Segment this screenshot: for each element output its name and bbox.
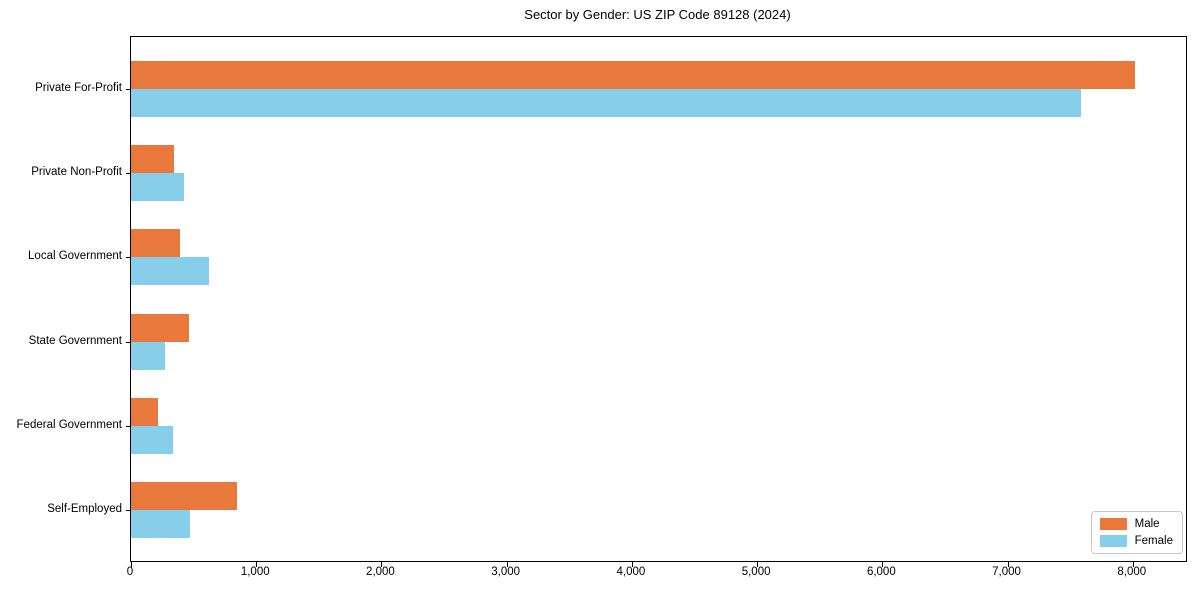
legend-label-female: Female xyxy=(1134,535,1173,547)
legend-label-male: Male xyxy=(1134,518,1160,530)
bar-female-state-government xyxy=(131,341,165,370)
y-tick-state-government xyxy=(126,341,131,343)
bar-male-state-government xyxy=(131,313,189,342)
x-axis-labels: 0 1,000 2,000 3,000 4,000 5,000 6,000 7,000 8,00… xyxy=(126,566,1185,582)
y-axis-label-federal-government: Federal Government xyxy=(16,418,122,431)
bar-male-private-for-profit xyxy=(131,61,1136,89)
y-axis-labels: Private For-Profit Private Non-Profit Loca… xyxy=(0,36,122,560)
x-tick-0 xyxy=(131,562,132,567)
x-tick-label-2000: 2,000 xyxy=(366,566,395,578)
x-tick-label-7000: 7,000 xyxy=(992,566,1021,578)
x-tick-label-0: 0 xyxy=(126,566,134,578)
legend-item-female: Female xyxy=(1099,535,1173,547)
bar-male-local-government xyxy=(131,229,180,258)
plot-area: Male Female xyxy=(126,36,1187,567)
legend-item-male: Male xyxy=(1099,518,1173,530)
y-tick-private-for-profit xyxy=(126,89,131,90)
bar-male-self-employed xyxy=(131,482,237,510)
x-tick-5000 xyxy=(757,562,759,567)
x-tick-2000 xyxy=(381,562,383,567)
x-tick-label-3000: 3,000 xyxy=(491,566,521,578)
legend-swatch-male xyxy=(1099,518,1127,530)
y-axis-label-private-non-profit: Private Non-Profit xyxy=(31,166,122,179)
bar-male-private-non-profit xyxy=(131,145,174,174)
y-axis-label-local-government: Local Government xyxy=(28,250,122,263)
bar-female-federal-government xyxy=(131,425,173,454)
y-tick-federal-government xyxy=(126,425,131,427)
bar-female-local-government xyxy=(131,257,209,286)
y-axis-label-private-for-profit: Private For-Profit xyxy=(35,82,122,94)
y-tick-local-government xyxy=(126,257,131,259)
x-tick-label-4000: 4,000 xyxy=(616,566,646,578)
x-tick-label-8000: 8,000 xyxy=(1117,566,1147,578)
bar-female-private-for-profit xyxy=(131,89,1082,117)
x-tick-1000 xyxy=(256,562,258,567)
x-tick-label-6000: 6,000 xyxy=(866,566,896,578)
x-tick-8000 xyxy=(1132,562,1134,567)
legend-swatch-female xyxy=(1099,535,1127,547)
x-tick-4000 xyxy=(631,562,633,567)
y-axis-label-state-government: State Government xyxy=(28,334,122,347)
x-tick-6000 xyxy=(882,562,884,567)
y-tick-self-employed xyxy=(126,510,131,511)
bar-male-federal-government xyxy=(131,397,158,426)
legend: Male Female xyxy=(1090,511,1183,554)
y-tick-private-non-profit xyxy=(126,173,131,175)
y-axis-label-self-employed: Self-Employed xyxy=(47,503,122,515)
bar-female-self-employed xyxy=(131,510,190,538)
x-tick-7000 xyxy=(1007,562,1009,567)
x-tick-label-5000: 5,000 xyxy=(741,566,771,578)
chart-title: Sector by Gender: US ZIP Code 89128 (202… xyxy=(524,7,791,22)
x-tick-label-1000: 1,000 xyxy=(240,566,270,578)
x-tick-3000 xyxy=(506,562,508,567)
bar-female-private-non-profit xyxy=(131,173,185,202)
